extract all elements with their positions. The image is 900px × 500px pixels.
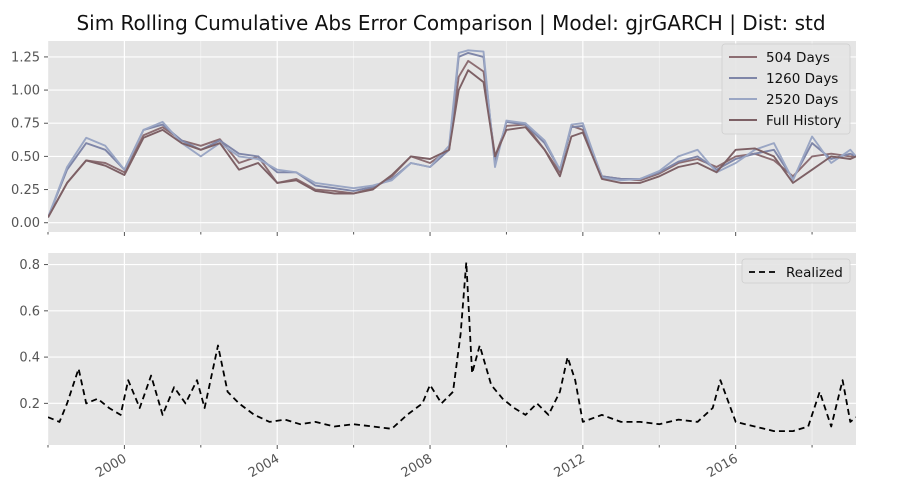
y-tick-label: 0.4 — [19, 351, 40, 366]
legend-box — [741, 258, 851, 284]
plot-area — [48, 253, 856, 445]
y-tick-label: 0.2 — [19, 397, 40, 412]
legend-label: 2520 Days — [766, 92, 838, 108]
y-tick-label: 0.6 — [19, 304, 40, 319]
legend-label: Realized — [786, 265, 843, 281]
y-tick-label: 0.50 — [11, 150, 40, 165]
y-tick-label: 1.25 — [11, 50, 40, 65]
x-tick-label: 2012 — [552, 451, 588, 481]
legend-box — [721, 43, 851, 135]
y-tick-label: 0.75 — [11, 117, 40, 132]
y-tick-label: 0.00 — [11, 216, 40, 231]
series-line-realized — [48, 261, 856, 433]
series-line-full-history — [48, 69, 856, 218]
legend-label: 504 Days — [766, 50, 830, 66]
legend-label: Full History — [766, 113, 841, 129]
y-tick-label: 0.8 — [19, 258, 40, 273]
legend-label: 1260 Days — [766, 71, 838, 87]
y-tick-label: 1.00 — [11, 84, 40, 99]
x-tick-label: 2016 — [704, 451, 740, 481]
x-tick-label: 2004 — [246, 451, 282, 481]
upper-panel: 0.00 0.25 0.50 0.75 1.00 1.25 504 Days 1260 Day… — [11, 41, 856, 236]
lower-panel: 0.2 0.4 0.6 0.8 2000 2004 2008 2012 2016 Realized — [19, 253, 856, 481]
chart-title: Sim Rolling Cumulative Abs Error Compari… — [76, 11, 825, 35]
x-tick-label: 2008 — [399, 451, 435, 481]
y-tick-label: 0.25 — [11, 183, 40, 198]
x-tick-label: 2000 — [93, 451, 129, 481]
series-line-2520-days — [48, 49, 856, 218]
